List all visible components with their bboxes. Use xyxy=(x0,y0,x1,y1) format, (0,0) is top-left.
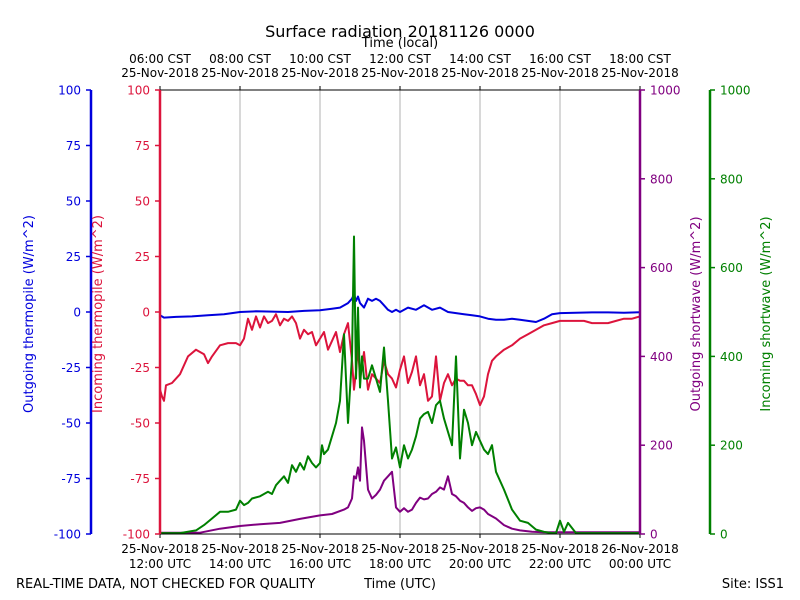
bottom-x-axis-title: Time (UTC) xyxy=(363,577,436,592)
x-tick-label-bottom-date: 25-Nov-2018 xyxy=(441,542,519,556)
x-tick-label-bottom-date: 25-Nov-2018 xyxy=(521,542,599,556)
x-tick-label-bottom-time: 20:00 UTC xyxy=(449,557,511,571)
series-line-incoming-shortwave xyxy=(160,235,640,535)
x-tick-label-top-time: 12:00 CST xyxy=(369,52,431,66)
x-tick-label-top-time: 10:00 CST xyxy=(289,52,351,66)
x-tick-label-bottom-date: 25-Nov-2018 xyxy=(281,542,359,556)
y-tick-label-in_thermo: -25 xyxy=(130,361,150,375)
y-tick-label-in_thermo: 25 xyxy=(135,250,150,264)
series-line-incoming-thermopile xyxy=(159,313,641,407)
quality-disclaimer: REAL-TIME DATA, NOT CHECKED FOR QUALITY xyxy=(16,577,315,592)
x-tick-label-top-time: 16:00 CST xyxy=(529,52,591,66)
y-tick-label-out_sw: 200 xyxy=(650,439,673,453)
x-tick-label-bottom-date: 25-Nov-2018 xyxy=(361,542,439,556)
y-tick-label-in_sw: 1000 xyxy=(720,84,751,98)
axes-layer: -100 -75 -50 -25 0 25 50 75 100 Outgoing thermopi… xyxy=(22,84,774,542)
x-tick-label-bottom-time: 00:00 UTC xyxy=(609,557,671,571)
y-tick-label-out_thermo: 25 xyxy=(66,250,81,264)
chart-title: Surface radiation 20181126 0000 xyxy=(265,22,535,41)
x-tick-label-top-date: 25-Nov-2018 xyxy=(121,66,199,80)
x-tick-label-top-date: 25-Nov-2018 xyxy=(601,66,679,80)
series-line-outgoing-thermopile xyxy=(159,293,641,323)
y-tick-label-in_sw: 400 xyxy=(720,350,743,364)
y-tick-label-out_sw: 800 xyxy=(650,172,673,186)
y-tick-label-in_sw: 600 xyxy=(720,261,743,275)
x-tick-label-top-time: 06:00 CST xyxy=(129,52,191,66)
y-tick-label-out_thermo: -75 xyxy=(61,472,81,486)
y-tick-label-out_thermo: -100 xyxy=(54,528,81,542)
y-axis-title-in_thermo: Incoming thermopile (W/m^2) xyxy=(91,215,106,413)
y-tick-label-out_thermo: -50 xyxy=(61,417,81,431)
y-axis-title-out_sw: Outgoing shortwave (W/m^2) xyxy=(689,216,704,411)
x-tick-label-bottom-time: 18:00 UTC xyxy=(369,557,431,571)
y-axis-title-out_thermo: Outgoing thermopile (W/m^2) xyxy=(22,215,37,413)
y-tick-label-in_thermo: -50 xyxy=(130,417,150,431)
y-tick-label-in_thermo: 75 xyxy=(135,139,150,153)
site-label: Site: ISS1 xyxy=(722,577,784,592)
x-tick-label-top-date: 25-Nov-2018 xyxy=(361,66,439,80)
x-tick-label-bottom-date: 25-Nov-2018 xyxy=(201,542,279,556)
x-tick-label-bottom-time: 22:00 UTC xyxy=(529,557,591,571)
x-tick-label-top-date: 25-Nov-2018 xyxy=(201,66,279,80)
x-tick-label-top-time: 08:00 CST xyxy=(209,52,271,66)
y-tick-label-out_thermo: 100 xyxy=(58,84,81,98)
x-tick-label-top-date: 25-Nov-2018 xyxy=(521,66,599,80)
x-tick-label-bottom-time: 12:00 UTC xyxy=(129,557,191,571)
x-tick-label-bottom-time: 14:00 UTC xyxy=(209,557,271,571)
y-tick-label-out_thermo: 0 xyxy=(73,306,81,320)
x-tick-label-top-time: 14:00 CST xyxy=(449,52,511,66)
y-tick-label-in_thermo: -75 xyxy=(130,472,150,486)
x-tick-label-bottom-date: 26-Nov-2018 xyxy=(601,542,679,556)
y-tick-label-out_thermo: 50 xyxy=(66,195,81,209)
y-axis-title-in_sw: Incoming shortwave (W/m^2) xyxy=(759,216,774,411)
top-x-axis-title: Time (local) xyxy=(361,36,438,51)
x-tick-label-top-date: 25-Nov-2018 xyxy=(281,66,359,80)
y-tick-label-out_sw: 0 xyxy=(650,528,658,542)
y-tick-label-in_thermo: 0 xyxy=(142,306,150,320)
y-tick-label-in_thermo: 50 xyxy=(135,195,150,209)
x-tick-label-top-time: 18:00 CST xyxy=(609,52,671,66)
y-tick-label-out_thermo: 75 xyxy=(66,139,81,153)
y-tick-label-in_thermo: -100 xyxy=(123,528,150,542)
y-tick-label-out_sw: 1000 xyxy=(650,84,681,98)
y-tick-label-out_thermo: -25 xyxy=(61,361,81,375)
y-tick-label-in_sw: 800 xyxy=(720,172,743,186)
series-line-outgoing-shortwave xyxy=(160,426,640,534)
y-tick-label-out_sw: 600 xyxy=(650,261,673,275)
y-tick-label-in_thermo: 100 xyxy=(127,84,150,98)
y-tick-label-in_sw: 200 xyxy=(720,439,743,453)
y-tick-label-in_sw: 0 xyxy=(720,528,728,542)
x-tick-label-top-date: 25-Nov-2018 xyxy=(441,66,519,80)
x-tick-label-bottom-time: 16:00 UTC xyxy=(289,557,351,571)
x-tick-label-bottom-date: 25-Nov-2018 xyxy=(121,542,199,556)
series-layer xyxy=(159,235,641,535)
y-tick-label-out_sw: 400 xyxy=(650,350,673,364)
